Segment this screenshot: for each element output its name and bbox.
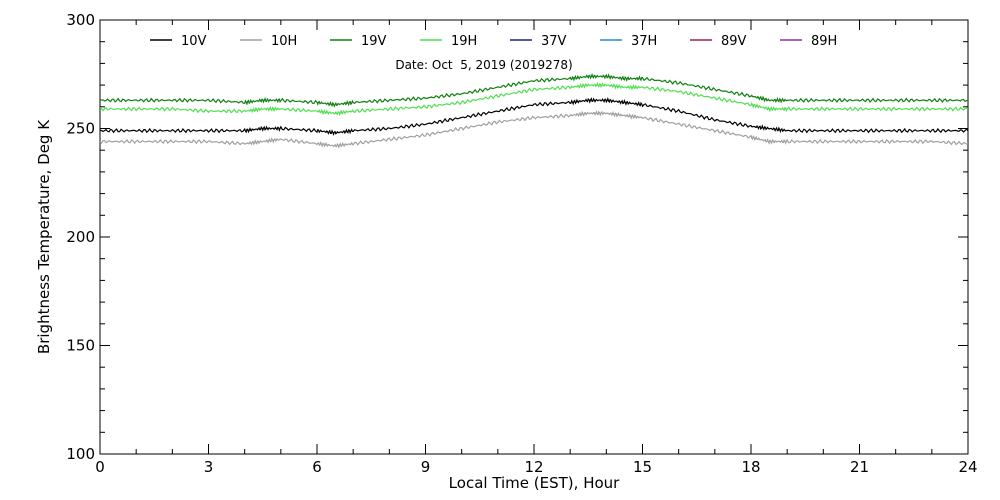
axis-tick-labels: 0 3 6 9 12 15 18 21 24 100 150 200 250 300 [66, 11, 977, 476]
y-tick-label: 100 [66, 445, 95, 463]
legend-label-19v: 19V [361, 34, 387, 49]
x-tick-label: 15 [633, 458, 652, 476]
legend-label-10h: 10H [271, 34, 297, 49]
x-tick-label: 9 [421, 458, 431, 476]
date-annotation: Date: Oct 5, 2019 (2019278) [395, 58, 572, 72]
legend-label-10v: 10V [181, 34, 207, 49]
legend: 10V 10H 19V 19H 37V 37H 89V 89H [150, 34, 837, 49]
x-axis-title: Local Time (EST), Hour [449, 474, 620, 492]
y-tick-label: 150 [66, 337, 95, 355]
x-tick-label: 18 [741, 458, 760, 476]
x-tick-label: 0 [95, 458, 105, 476]
y-tick-label: 250 [66, 120, 95, 138]
x-tick-label: 3 [204, 458, 214, 476]
legend-label-37v: 37V [541, 34, 567, 49]
x-tick-label: 6 [312, 458, 322, 476]
legend-label-89h: 89H [811, 34, 837, 49]
legend-label-89v: 89V [721, 34, 747, 49]
y-tick-label: 200 [66, 228, 95, 246]
x-tick-label: 21 [850, 458, 869, 476]
series-line-10h [99, 110, 969, 149]
axis-ticks [99, 19, 969, 455]
series-line-19v [99, 72, 969, 108]
series-line-10v [99, 96, 969, 136]
legend-label-37h: 37H [631, 34, 657, 49]
y-tick-label: 300 [66, 11, 95, 29]
x-tick-label: 24 [958, 458, 977, 476]
plot-area-frame [99, 19, 969, 455]
y-axis-title: Brightness Temperature, Deg K [35, 119, 53, 354]
x-tick-label: 12 [524, 458, 543, 476]
series-line-19h [99, 81, 969, 117]
series-lines [99, 72, 969, 149]
legend-label-19h: 19H [451, 34, 477, 49]
